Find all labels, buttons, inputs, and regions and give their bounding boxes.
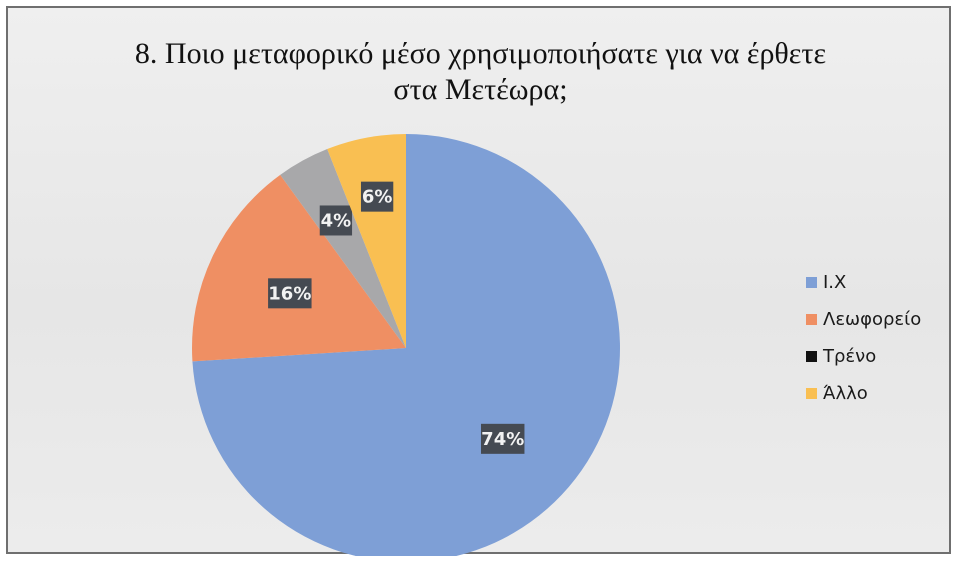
pie-chart: 74% 16% 4% 6% — [192, 134, 620, 556]
data-label-text-ix: 74% — [481, 429, 524, 450]
data-label-train: 4% — [319, 205, 353, 236]
legend-swatch-ix — [806, 277, 817, 288]
legend-item-train: Τρένο — [806, 338, 921, 375]
chart-title-line-1: 8. Ποιο μεταφορικό μέσο χρησιμοποιήσατε … — [134, 37, 827, 70]
chart-title-line-2: στα Μετέωρα; — [393, 73, 568, 106]
data-label-text-other: 6% — [362, 187, 393, 208]
legend-item-other: Άλλο — [806, 375, 921, 412]
legend-item-bus: Λεωφορείο — [806, 301, 921, 338]
data-label-other: 6% — [360, 181, 394, 212]
data-label-text-train: 4% — [321, 210, 352, 231]
data-label-bus: 16% — [268, 278, 312, 309]
data-label-ix: 74% — [480, 423, 525, 454]
legend-label-train: Τρένο — [823, 346, 877, 367]
pie-slice-bus — [192, 174, 406, 362]
legend-label-other: Άλλο — [823, 383, 868, 404]
legend-swatch-bus — [806, 314, 817, 325]
chart-legend: Ι.Χ Λεωφορείο Τρένο Άλλο — [806, 264, 921, 412]
data-label-text-bus: 16% — [268, 283, 311, 304]
pie-slice-train — [280, 149, 406, 348]
legend-item-ix: Ι.Χ — [806, 264, 921, 301]
data-label-box-train — [319, 205, 353, 236]
legend-swatch-other — [806, 388, 817, 399]
data-label-box-bus — [268, 278, 312, 309]
data-label-box-ix — [480, 423, 525, 454]
data-label-box-other — [360, 181, 394, 212]
legend-label-ix: Ι.Χ — [823, 272, 847, 293]
legend-label-bus: Λεωφορείο — [823, 309, 922, 330]
chart-title: 8. Ποιο μεταφορικό μέσο χρησιμοποιήσατε … — [8, 36, 953, 108]
chart-frame: 8. Ποιο μεταφορικό μέσο χρησιμοποιήσατε … — [6, 6, 953, 556]
legend-swatch-train — [806, 351, 817, 362]
